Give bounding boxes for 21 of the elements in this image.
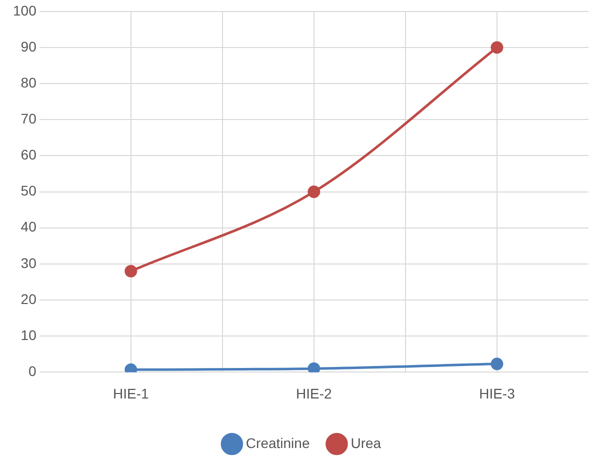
point [308,362,320,372]
y-tick-label: 100 [13,2,37,18]
point [490,41,504,54]
y-tick-label: 70 [20,110,37,126]
x-tick-label: HIE-1 [112,385,149,402]
legend-label: Urea [350,434,382,451]
y-tick-label: 90 [20,38,37,54]
y-tick-label: 0 [28,363,37,380]
y-tick-label: 80 [20,74,37,90]
y-tick-label: 40 [20,218,37,235]
legend-label: Creatinine [246,434,310,451]
y-tick-label: 50 [20,182,37,199]
y-tick-label: 30 [20,254,37,271]
point [308,186,320,198]
point [124,264,138,278]
x-tick-label: HIE-3 [479,385,516,402]
y-tick-label: 60 [20,146,37,163]
x-tick-label: HIE-2 [296,385,332,402]
point [490,358,504,370]
y-tick-label: 20 [20,290,37,307]
y-tick-label: 10 [20,326,37,343]
